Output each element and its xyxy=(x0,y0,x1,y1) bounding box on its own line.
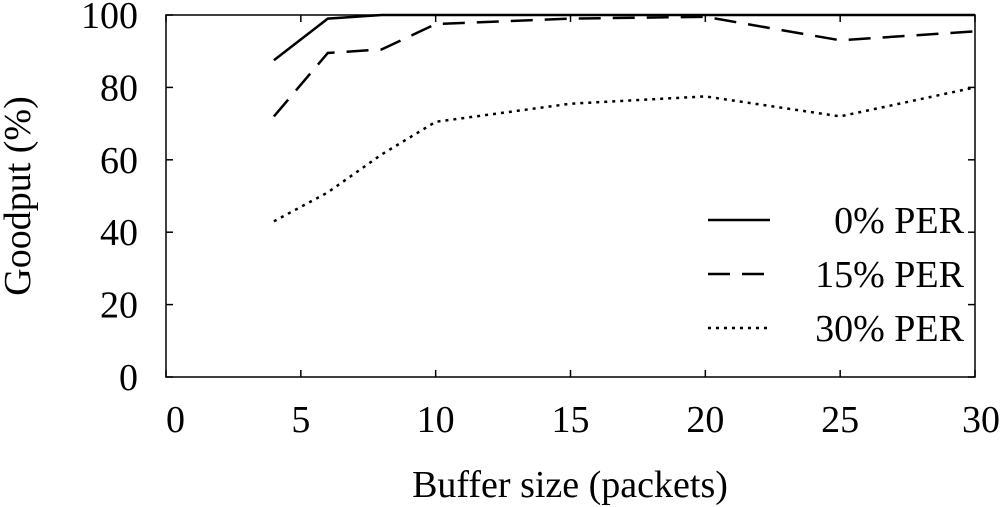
y-tick-label: 0 xyxy=(119,357,138,399)
series-line-3 xyxy=(273,86,975,223)
axes: 0 5 10 15 20 25 30 0 20 40 60 80 100 xyxy=(81,0,1000,441)
legend-label-2: 15% PER xyxy=(815,254,965,296)
y-axis-title: Goodput (%) xyxy=(0,96,39,295)
y-tick-label: 40 xyxy=(100,212,138,254)
y-tick-label: 20 xyxy=(100,285,138,327)
series-lines xyxy=(272,13,975,223)
legend-label-3: 30% PER xyxy=(815,308,965,350)
y-tick-label: 60 xyxy=(100,140,138,182)
x-tick-label: 15 xyxy=(552,399,590,441)
x-tick-label: 20 xyxy=(686,399,724,441)
y-tick-label: 80 xyxy=(100,67,138,109)
x-tick-label: 30 xyxy=(962,399,1000,441)
legend-label-1: 0% PER xyxy=(834,200,965,242)
legend: 0% PER 15% PER 30% PER xyxy=(708,200,965,350)
y-tick-label: 100 xyxy=(81,0,138,37)
x-tick-label: 10 xyxy=(417,399,455,441)
x-tick-label: 25 xyxy=(821,399,859,441)
x-tick-label: 0 xyxy=(166,399,185,441)
x-tick-label: 5 xyxy=(291,399,310,441)
series-line-1 xyxy=(273,13,975,62)
series-line-2 xyxy=(272,15,975,118)
x-axis-title: Buffer size (packets) xyxy=(412,464,728,506)
